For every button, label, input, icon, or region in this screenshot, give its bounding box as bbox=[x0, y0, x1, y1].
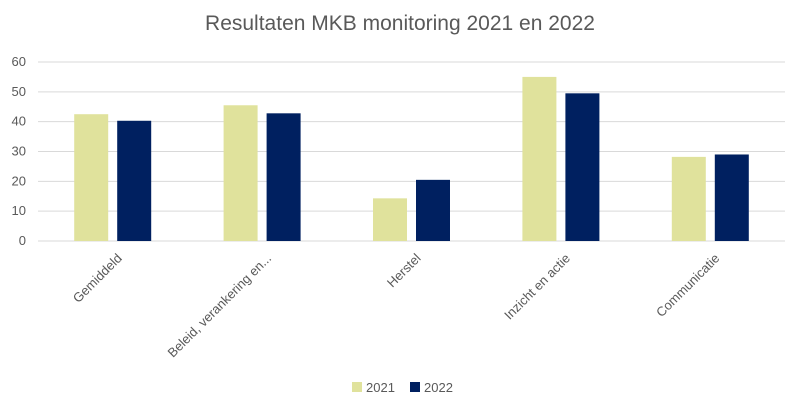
y-tick-label-30: 30 bbox=[12, 144, 26, 159]
bar-2022-1 bbox=[266, 113, 301, 241]
legend-label-2022: 2022 bbox=[424, 380, 453, 395]
y-tick-label-0: 0 bbox=[19, 233, 26, 248]
bar-2022-2 bbox=[416, 179, 450, 241]
legend-swatch-2021 bbox=[352, 382, 362, 392]
y-tick-label-10: 10 bbox=[12, 203, 26, 218]
y-tick-label-20: 20 bbox=[12, 173, 26, 188]
x-tick-label-1: Beleid, verankering en... bbox=[164, 251, 274, 361]
legend-label-2021: 2021 bbox=[366, 380, 395, 395]
chart-title: Resultaten MKB monitoring 2021 en 2022 bbox=[205, 12, 595, 35]
bar-2021-1 bbox=[223, 105, 258, 241]
bar-2022-4 bbox=[714, 154, 749, 241]
x-tick-label-0: Gemiddeld bbox=[70, 251, 125, 306]
x-tick-label-2: Herstel bbox=[384, 250, 424, 290]
y-tick-label-40: 40 bbox=[12, 114, 26, 129]
bar-2021-4 bbox=[671, 156, 706, 241]
legend-swatch-2022 bbox=[410, 382, 420, 392]
y-tick-label-60: 60 bbox=[12, 54, 26, 69]
bar-2022-0 bbox=[117, 120, 152, 241]
bar-2021-2 bbox=[373, 198, 407, 241]
bar-2022-3 bbox=[565, 93, 600, 241]
y-tick-label-50: 50 bbox=[12, 84, 26, 99]
bar-2021-0 bbox=[74, 114, 109, 241]
x-tick-label-3: Inzicht en actie bbox=[501, 251, 573, 323]
x-tick-label-4: Communicatie bbox=[653, 251, 722, 320]
bar-2021-3 bbox=[522, 76, 557, 242]
